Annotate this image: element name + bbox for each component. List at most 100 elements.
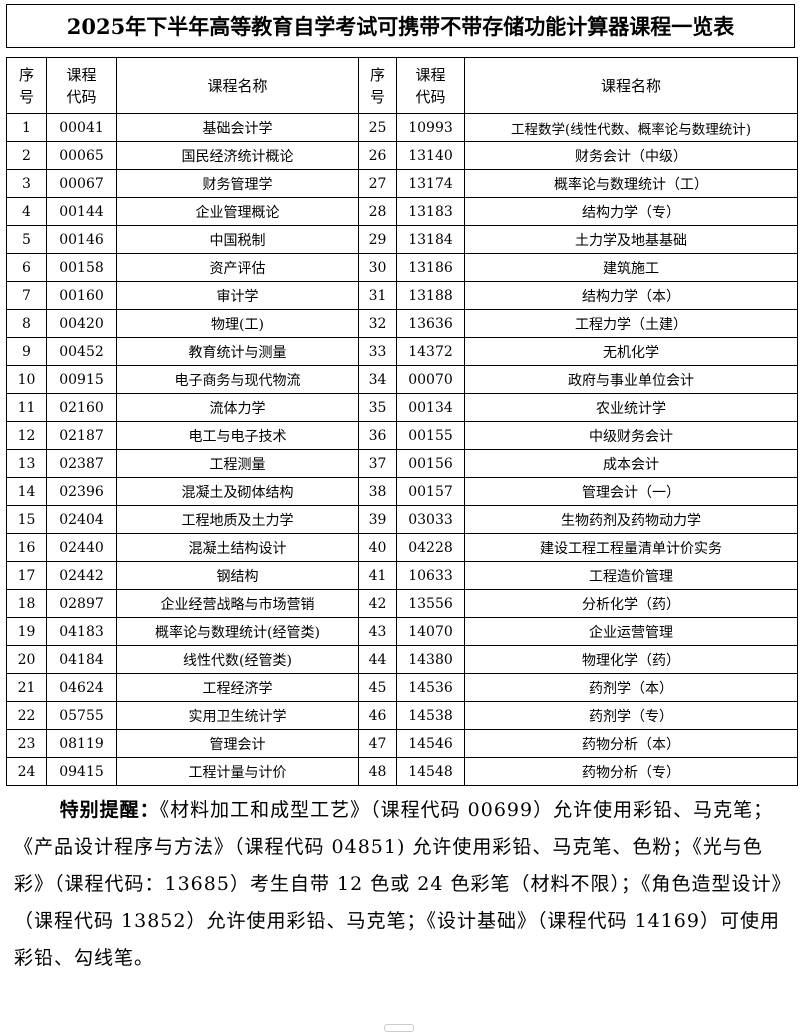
table-cell: 27 <box>358 169 397 198</box>
course-table: 序号 课程代码 课程名称 序号 课程代码 课程名称 1 00041 基础会计学 25 10993 工… <box>6 57 798 786</box>
table-cell: 21 <box>6 673 47 702</box>
table-cell: 10633 <box>396 561 465 590</box>
table-cell: 13183 <box>396 197 465 226</box>
table-cell: 44 <box>358 645 397 674</box>
table-cell: 财务会计（中级） <box>464 141 798 170</box>
table-cell: 15 <box>6 505 47 534</box>
table-cell: 结构力学（本） <box>464 281 798 310</box>
table-cell: 00157 <box>396 477 465 506</box>
table-cell: 02187 <box>46 421 117 450</box>
table-cell: 工程计量与计价 <box>116 757 359 786</box>
table-cell: 41 <box>358 561 397 590</box>
table-cell: 20 <box>6 645 47 674</box>
table-cell: 13184 <box>396 225 465 254</box>
table-cell: 2 <box>6 141 47 170</box>
note: 特别提醒：《材料加工和成型工艺》（课程代码 00699）允许使用彩铅、马克笔；《… <box>14 792 790 977</box>
column-header: 序号 <box>6 57 47 114</box>
note-label: 特别提醒： <box>59 799 160 821</box>
table-cell: 16 <box>6 533 47 562</box>
column-header: 课程代码 <box>46 57 117 114</box>
table-cell: 42 <box>358 589 397 618</box>
table-cell: 13 <box>6 449 47 478</box>
table-cell: 钢结构 <box>116 561 359 590</box>
column-header: 课程名称 <box>116 57 359 114</box>
table-cell: 40 <box>358 533 397 562</box>
table-row: 10 00915 电子商务与现代物流 34 00070 政府与事业单位会计 <box>6 365 798 394</box>
table-cell: 4 <box>6 197 47 226</box>
table-row: 2 00065 国民经济统计概论 26 13140 财务会计（中级） <box>6 141 798 170</box>
table-cell: 00146 <box>46 225 117 254</box>
table-cell: 00070 <box>396 365 465 394</box>
table-cell: 00915 <box>46 365 117 394</box>
table-cell: 无机化学 <box>464 337 798 366</box>
table-row: 5 00146 中国税制 29 13184 土力学及地基基础 <box>6 225 798 254</box>
table-cell: 28 <box>358 197 397 226</box>
table-cell: 48 <box>358 757 397 786</box>
table-cell: 04228 <box>396 533 465 562</box>
table-cell: 00420 <box>46 309 117 338</box>
table-cell: 政府与事业单位会计 <box>464 365 798 394</box>
table-cell: 药剂学（专） <box>464 701 798 730</box>
title: 2025年下半年高等教育自学考试可携带不带存储功能计算器课程一览表 <box>6 4 795 48</box>
table-row: 16 02440 混凝土结构设计 40 04228 建设工程工程量清单计价实务 <box>6 533 798 562</box>
table-cell: 00452 <box>46 337 117 366</box>
column-header: 序号 <box>358 57 397 114</box>
table-cell: 药剂学（本） <box>464 673 798 702</box>
table-cell: 企业经营战略与市场营销 <box>116 589 359 618</box>
table-cell: 5 <box>6 225 47 254</box>
table-row: 11 02160 流体力学 35 00134 农业统计学 <box>6 393 798 422</box>
table-cell: 基础会计学 <box>116 113 359 142</box>
table-row: 13 02387 工程测量 37 00156 成本会计 <box>6 449 798 478</box>
table-cell: 00134 <box>396 393 465 422</box>
table-cell: 23 <box>6 729 47 758</box>
table-row: 19 04183 概率论与数理统计(经管类) 43 14070 企业运营管理 <box>6 617 798 646</box>
table-cell: 18 <box>6 589 47 618</box>
table-cell: 22 <box>6 701 47 730</box>
table-cell: 14538 <box>396 701 465 730</box>
table-cell: 资产评估 <box>116 253 359 282</box>
table-row: 20 04184 线性代数(经管类) 44 14380 物理化学（药） <box>6 645 798 674</box>
table-cell: 14380 <box>396 645 465 674</box>
column-header-text: 课程名称 <box>600 76 661 95</box>
table-cell: 农业统计学 <box>464 393 798 422</box>
table-cell: 混凝土结构设计 <box>116 533 359 562</box>
table-cell: 13636 <box>396 309 465 338</box>
table-cell: 46 <box>358 701 397 730</box>
table-cell: 17 <box>6 561 47 590</box>
table-cell: 02160 <box>46 393 117 422</box>
table-cell: 线性代数(经管类) <box>116 645 359 674</box>
table-cell: 13556 <box>396 589 465 618</box>
table-cell: 财务管理学 <box>116 169 359 198</box>
table-cell: 工程造价管理 <box>464 561 798 590</box>
table-cell: 药物分析（专） <box>464 757 798 786</box>
table-cell: 14536 <box>396 673 465 702</box>
table-cell: 建设工程工程量清单计价实务 <box>464 533 798 562</box>
table-cell: 35 <box>358 393 397 422</box>
table-cell: 生物药剂及药物动力学 <box>464 505 798 534</box>
table-cell: 08119 <box>46 729 117 758</box>
table-row: 21 04624 工程经济学 45 14536 药剂学（本） <box>6 673 798 702</box>
table-cell: 工程测量 <box>116 449 359 478</box>
table-cell: 中国税制 <box>116 225 359 254</box>
scroll-handle[interactable] <box>384 1024 414 1032</box>
table-cell: 概率论与数理统计（工） <box>464 169 798 198</box>
table-cell: 6 <box>6 253 47 282</box>
table-cell: 47 <box>358 729 397 758</box>
table-cell: 09415 <box>46 757 117 786</box>
column-header: 课程代码 <box>396 57 465 114</box>
table-row: 15 02404 工程地质及土力学 39 03033 生物药剂及药物动力学 <box>6 505 798 534</box>
column-header: 课程名称 <box>464 57 798 114</box>
table-cell: 02897 <box>46 589 117 618</box>
table-cell: 30 <box>358 253 397 282</box>
table-cell: 1 <box>6 113 47 142</box>
table-cell: 3 <box>6 169 47 198</box>
table-cell: 教育统计与测量 <box>116 337 359 366</box>
table-cell: 13174 <box>396 169 465 198</box>
table-cell: 26 <box>358 141 397 170</box>
table-cell: 43 <box>358 617 397 646</box>
table-cell: 10 <box>6 365 47 394</box>
table-cell: 14548 <box>396 757 465 786</box>
table-row: 24 09415 工程计量与计价 48 14548 药物分析（专） <box>6 757 798 786</box>
table-cell: 05755 <box>46 701 117 730</box>
table-cell: 混凝土及砌体结构 <box>116 477 359 506</box>
